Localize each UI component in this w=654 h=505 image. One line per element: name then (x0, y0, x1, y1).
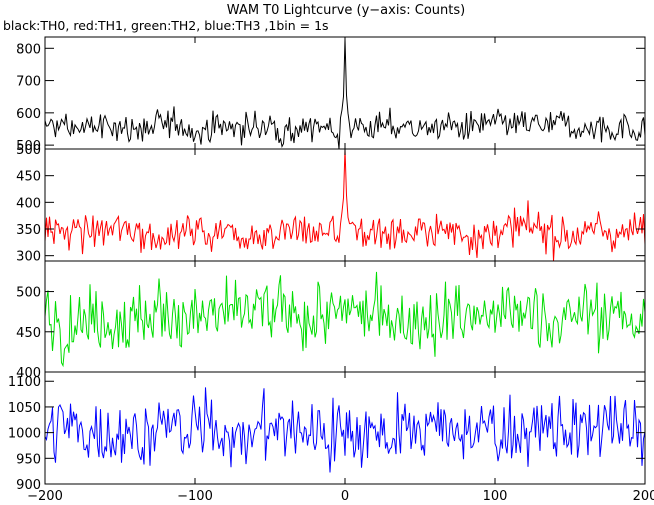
panel-TH0: 500 600 700 800 (16, 36, 646, 154)
panel-TH3: 900 950 1000 1050 1100 (8, 371, 646, 493)
y-tick-label: 300 (16, 250, 41, 265)
y-tick-label: 400 (16, 196, 41, 211)
x-axis: −200 −100 0 100 200 (27, 489, 654, 504)
y-tick-label: 450 (16, 326, 41, 341)
series-line-TH0 (45, 38, 645, 149)
y-tick-label: 350 (16, 223, 41, 238)
series-line-TH2 (45, 271, 645, 368)
series-line-TH3 (45, 387, 645, 473)
y-tick-label: 500 (16, 286, 41, 301)
panel-TH2: 400 450 500 (16, 260, 646, 381)
y-tick-label: 1050 (8, 401, 41, 416)
y-tick-label: 450 (16, 170, 41, 185)
y-tick-label: 500 (16, 139, 41, 154)
y-tick-label: 700 (16, 75, 41, 90)
chart-title: WAM T0 Lightcurve (y−axis: Counts) (227, 3, 465, 18)
chart-subtitle: black:TH0, red:TH1, green:TH2, blue:TH3 … (3, 18, 329, 33)
x-tick-label: 200 (633, 489, 654, 504)
y-tick-label: 400 (16, 366, 41, 381)
x-tick-label: −100 (177, 489, 213, 504)
y-tick-label: 1100 (8, 375, 41, 390)
y-tick-label: 500 (16, 143, 41, 158)
panel-frame-TH3 (44, 371, 646, 485)
y-tick-label: 800 (16, 42, 41, 57)
panels-group: 5006007008003003504004505004004505009009… (8, 36, 646, 493)
y-tick-label: 1000 (8, 427, 41, 442)
y-tick-label: 950 (16, 452, 41, 467)
panel-TH1: 300 350 400 450 500 (16, 143, 646, 265)
y-tick-label: 900 (16, 478, 41, 493)
series-line-TH1 (45, 149, 645, 261)
x-tick-label: 0 (341, 489, 349, 504)
x-tick-label: 100 (483, 489, 508, 504)
x-tick-label: −200 (27, 489, 63, 504)
y-tick-label: 600 (16, 107, 41, 122)
